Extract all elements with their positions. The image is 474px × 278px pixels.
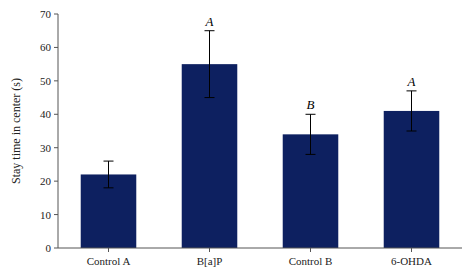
y-tick-label: 70 (40, 8, 52, 20)
error-cap (306, 114, 316, 115)
y-tick (54, 80, 58, 81)
x-tick-label: Control A (87, 255, 131, 267)
bar (384, 111, 440, 248)
error-bar (306, 114, 316, 154)
y-tick-label: 20 (40, 175, 52, 187)
x-tick (310, 248, 311, 252)
x-axis-line (58, 248, 462, 249)
y-axis-line (58, 14, 59, 248)
y-tick-label: 50 (40, 75, 52, 87)
y-tick (54, 248, 58, 249)
background (0, 0, 474, 278)
error-bar (104, 161, 114, 188)
significance-label: A (407, 74, 416, 89)
significance-label: A (205, 14, 214, 29)
y-axis-label: Stay time in center (s) (9, 78, 23, 184)
error-cap (407, 131, 417, 132)
y-tick-label: 60 (40, 41, 52, 53)
significance-label: B (307, 97, 315, 112)
x-tick (209, 248, 210, 252)
y-tick-label: 40 (40, 108, 52, 120)
error-line (310, 114, 311, 154)
x-tick (411, 248, 412, 252)
y-tick (54, 47, 58, 48)
x-tick (108, 248, 109, 252)
y-tick (54, 147, 58, 148)
error-line (108, 161, 109, 188)
error-line (209, 31, 210, 98)
chart: 0 10 20 30 40 50 60 70 Stay time in center (s) A B… (0, 0, 474, 278)
y-tick (54, 14, 58, 15)
error-line (411, 91, 412, 131)
error-cap (205, 97, 215, 98)
error-cap (104, 187, 114, 188)
x-tick-label: B[a]P (197, 255, 223, 267)
y-tick (54, 214, 58, 215)
error-cap (205, 30, 215, 31)
x-tick-label: Control B (289, 255, 333, 267)
y-tick-label: 30 (40, 142, 52, 154)
error-cap (104, 161, 114, 162)
y-tick (54, 114, 58, 115)
y-tick (54, 181, 58, 182)
error-cap (306, 154, 316, 155)
plot-area (81, 31, 440, 248)
y-tick-label: 0 (46, 242, 52, 254)
x-tick-label: 6-OHDA (391, 255, 432, 267)
error-cap (407, 90, 417, 91)
error-bar (407, 91, 417, 131)
error-bar (205, 31, 215, 98)
y-tick-label: 10 (40, 209, 52, 221)
